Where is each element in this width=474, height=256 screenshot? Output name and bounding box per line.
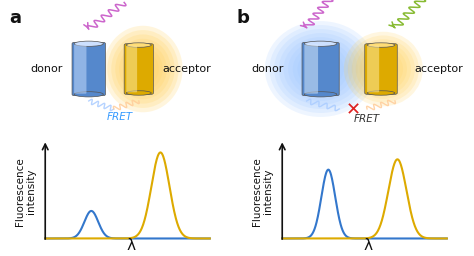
Text: ✕: ✕: [346, 101, 361, 119]
Text: Fluorescence
intensity: Fluorescence intensity: [252, 157, 273, 226]
FancyBboxPatch shape: [124, 44, 154, 94]
Ellipse shape: [119, 43, 167, 95]
FancyBboxPatch shape: [74, 44, 86, 94]
Ellipse shape: [131, 56, 155, 82]
Text: FRET: FRET: [354, 114, 380, 124]
FancyBboxPatch shape: [365, 44, 397, 94]
Text: acceptor: acceptor: [163, 64, 211, 74]
Ellipse shape: [356, 43, 411, 95]
Text: λ: λ: [363, 238, 372, 253]
Ellipse shape: [304, 92, 337, 97]
Ellipse shape: [372, 58, 395, 80]
Ellipse shape: [74, 92, 103, 97]
Ellipse shape: [302, 53, 339, 85]
Ellipse shape: [293, 45, 348, 93]
Text: donor: donor: [251, 64, 283, 74]
Ellipse shape: [311, 61, 330, 77]
Ellipse shape: [379, 65, 387, 73]
Ellipse shape: [297, 49, 344, 89]
Ellipse shape: [288, 41, 353, 97]
FancyBboxPatch shape: [302, 42, 339, 96]
FancyBboxPatch shape: [304, 44, 318, 94]
Text: λ: λ: [126, 238, 135, 253]
Ellipse shape: [126, 91, 151, 95]
Ellipse shape: [367, 54, 399, 84]
Ellipse shape: [111, 34, 174, 104]
Ellipse shape: [375, 61, 391, 77]
Ellipse shape: [304, 41, 337, 46]
Ellipse shape: [74, 41, 103, 46]
Ellipse shape: [270, 25, 372, 113]
Ellipse shape: [126, 43, 151, 47]
Ellipse shape: [127, 52, 159, 86]
Text: Fluorescence
intensity: Fluorescence intensity: [15, 157, 36, 226]
Ellipse shape: [364, 50, 403, 88]
Ellipse shape: [367, 43, 395, 47]
Ellipse shape: [107, 30, 179, 108]
Ellipse shape: [367, 91, 395, 95]
Ellipse shape: [115, 39, 171, 99]
Ellipse shape: [307, 57, 335, 81]
Text: a: a: [9, 9, 21, 27]
Ellipse shape: [279, 33, 363, 105]
FancyBboxPatch shape: [72, 42, 105, 96]
Ellipse shape: [344, 32, 423, 106]
Ellipse shape: [103, 26, 182, 112]
Ellipse shape: [360, 47, 407, 91]
FancyBboxPatch shape: [367, 46, 379, 92]
Ellipse shape: [135, 60, 151, 78]
Ellipse shape: [348, 36, 419, 103]
Ellipse shape: [352, 39, 415, 99]
Ellipse shape: [139, 65, 147, 73]
Text: acceptor: acceptor: [415, 64, 464, 74]
Text: FRET: FRET: [107, 112, 133, 122]
FancyBboxPatch shape: [126, 46, 137, 92]
Ellipse shape: [283, 37, 358, 101]
Ellipse shape: [123, 47, 163, 91]
Text: b: b: [237, 9, 250, 27]
Ellipse shape: [274, 29, 367, 109]
Ellipse shape: [265, 21, 376, 117]
Text: donor: donor: [31, 64, 63, 74]
